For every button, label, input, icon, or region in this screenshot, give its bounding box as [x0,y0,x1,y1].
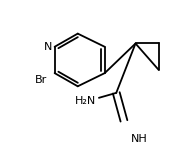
Text: NH: NH [131,134,148,144]
Text: H₂N: H₂N [75,96,96,106]
Text: Br: Br [35,75,47,85]
Text: N: N [44,42,52,52]
